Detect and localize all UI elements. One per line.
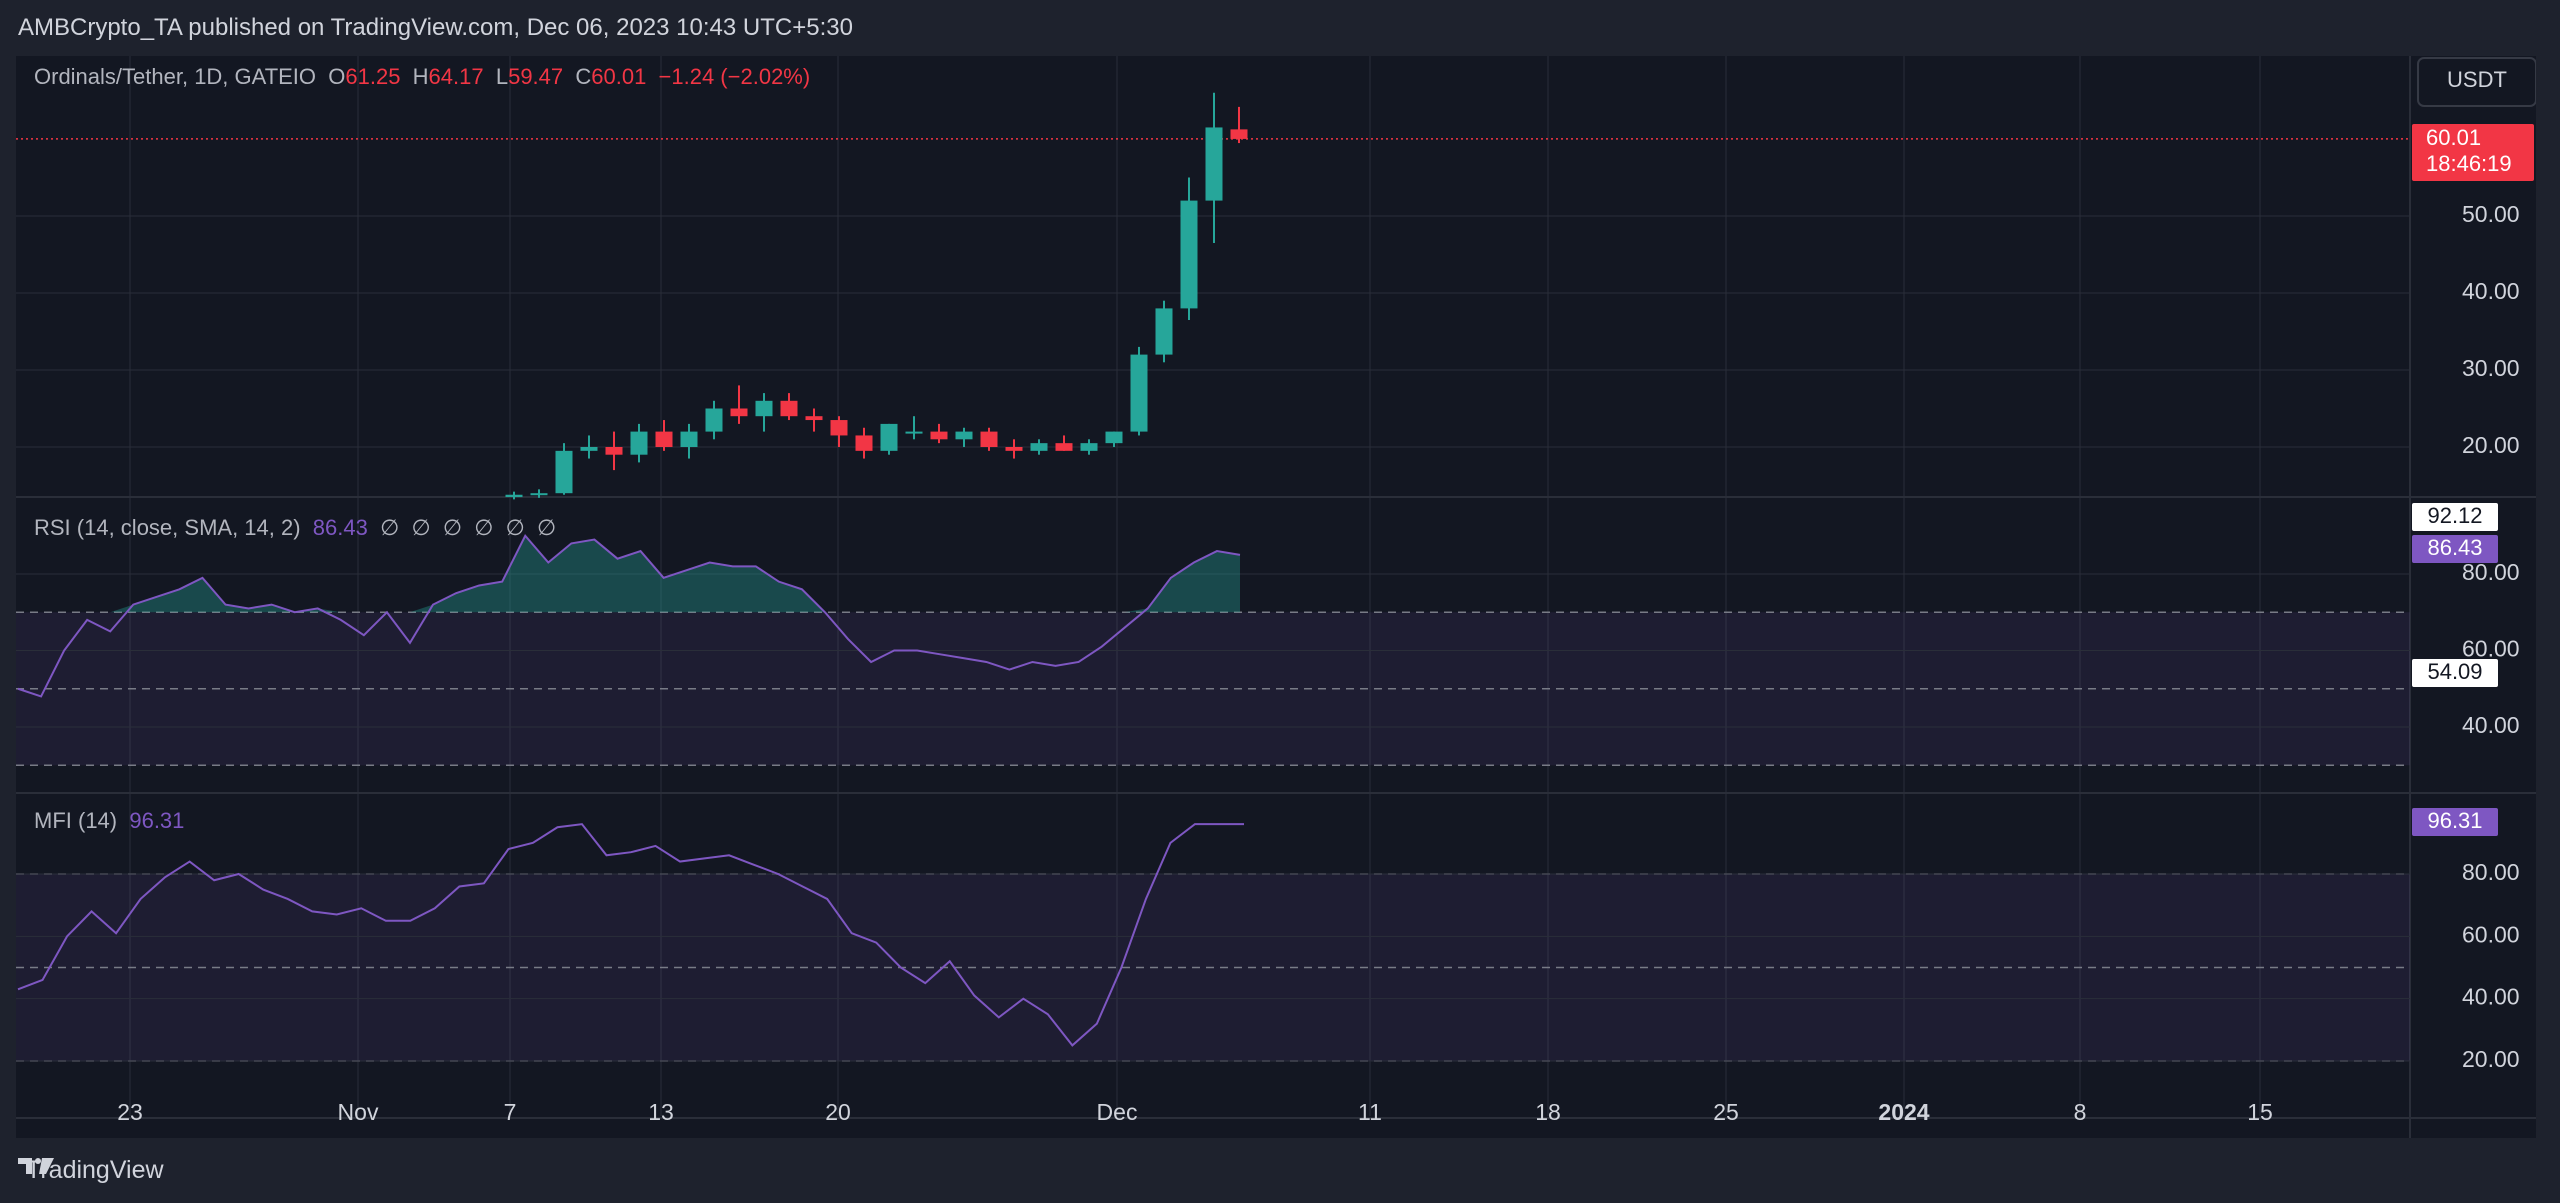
candle-body <box>980 431 998 447</box>
rsi-overbought-fill <box>18 535 1240 613</box>
x-tick-label: 2024 <box>1878 1099 1929 1125</box>
countdown-label: 18:46:19 <box>2426 151 2512 176</box>
rsi-line <box>17 533 1241 698</box>
legend-change: −1.24 (−2.02%) <box>659 64 811 89</box>
chart-svg[interactable]: 23 Nov 7 13 20 Dec 11 18 25 2024 8 15 50.00 40.00 30.0… <box>16 56 2536 1138</box>
candle-body <box>755 400 773 417</box>
rsi-y-tick-label: 40.00 <box>2462 712 2520 738</box>
rsi-legend-placeholders: ∅ ∅ ∅ ∅ ∅ ∅ <box>380 515 556 540</box>
candle-body <box>1055 443 1073 451</box>
rsi-legend-value: 86.43 <box>313 515 380 540</box>
candle-body <box>680 431 698 447</box>
rsi-y-tick-label: 80.00 <box>2462 559 2520 585</box>
candle-body <box>1080 443 1098 451</box>
candle-body <box>1105 431 1123 444</box>
candle-body <box>830 420 848 436</box>
candle-body <box>805 416 823 421</box>
legend-close-label: C <box>575 64 591 89</box>
x-tick-label: 23 <box>117 1099 143 1125</box>
candle-body <box>905 431 923 434</box>
candle-body <box>630 431 648 455</box>
mfi-y-tick-label: 20.00 <box>2462 1046 2520 1072</box>
mfi-legend-value: 96.31 <box>129 808 184 833</box>
candle-body <box>780 400 798 417</box>
rsi-lower-label-bg <box>2412 659 2498 687</box>
x-tick-label: 18 <box>1535 1099 1561 1125</box>
legend-close-value: 60.01 <box>591 64 658 89</box>
rsi-upper-label-bg <box>2412 503 2498 531</box>
price-legend: Ordinals/Tether, 1D, GATEIO O61.25 H64.1… <box>34 64 810 89</box>
candle-body <box>1030 443 1048 451</box>
price-y-tick-label: 20.00 <box>2462 432 2520 458</box>
candle-body <box>505 494 523 498</box>
price-y-tick-label: 50.00 <box>2462 201 2520 227</box>
candle-body <box>880 423 898 451</box>
x-tick-label: 20 <box>825 1099 851 1125</box>
legend-open-value: 61.25 <box>345 64 412 89</box>
candle-body <box>930 431 948 440</box>
candle-body <box>1130 354 1148 432</box>
publisher-line: AMBCrypto_TA published on TradingView.co… <box>18 14 853 41</box>
price-y-tick-label: 30.00 <box>2462 355 2520 381</box>
candle-body <box>1205 127 1223 201</box>
rsi-y-tick-label: 60.00 <box>2462 636 2520 662</box>
last-price-badge <box>2412 124 2534 181</box>
candle-body <box>730 408 748 417</box>
x-tick-label: 11 <box>1358 1099 1382 1125</box>
mfi-y-tick-label: 60.00 <box>2462 921 2520 947</box>
x-tick-label: 25 <box>1713 1099 1739 1125</box>
rsi-legend: RSI (14, close, SMA, 14, 2) 86.43 ∅ ∅ ∅ … <box>34 515 556 540</box>
x-tick-label: Dec <box>1097 1099 1138 1125</box>
footer: TradingView <box>18 1156 164 1185</box>
legend-low-value: 59.47 <box>508 64 575 89</box>
last-price-label: 60.01 <box>2426 125 2481 150</box>
candle-body <box>655 431 673 447</box>
mfi-y-tick-label: 80.00 <box>2462 859 2520 885</box>
mfi-value-label: 96.31 <box>2427 808 2482 833</box>
legend-open-label: O <box>328 64 345 89</box>
currency-button-label[interactable]: USDT <box>2447 67 2507 92</box>
candle-body <box>1230 129 1248 139</box>
x-tick-label: 7 <box>504 1099 517 1125</box>
x-tick-label: 8 <box>2074 1099 2087 1125</box>
candle-body <box>555 450 573 494</box>
rsi-lower-label: 54.09 <box>2427 659 2482 684</box>
rsi-value-label-bg <box>2412 535 2498 563</box>
chart-frame: 23 Nov 7 13 20 Dec 11 18 25 2024 8 15 50.00 40.00 30.0… <box>16 56 2536 1138</box>
price-y-tick-label: 40.00 <box>2462 278 2520 304</box>
x-tick-label: 13 <box>648 1099 674 1125</box>
legend-high-value: 64.17 <box>429 64 496 89</box>
currency-button <box>2417 57 2536 107</box>
x-tick-label: Nov <box>338 1099 379 1125</box>
candle-body <box>705 408 723 432</box>
candle-body <box>855 435 873 451</box>
rsi-value-label: 86.43 <box>2427 535 2482 560</box>
candle-body <box>1005 447 1023 451</box>
mfi-y-tick-label: 40.00 <box>2462 984 2520 1010</box>
candle-body <box>605 447 623 455</box>
legend-high-label: H <box>413 64 429 89</box>
rsi-upper-label: 92.12 <box>2427 503 2482 528</box>
candle-body <box>530 493 548 496</box>
candle-body <box>1180 200 1198 309</box>
x-tick-label: 15 <box>2247 1099 2273 1125</box>
mfi-value-label-bg <box>2412 808 2498 836</box>
candle-body <box>580 447 598 451</box>
candle-body <box>1155 308 1173 355</box>
mfi-legend-name: MFI (14) <box>34 808 129 833</box>
candle-body <box>955 431 973 440</box>
mfi-line <box>17 823 1244 1047</box>
rsi-legend-name: RSI (14, close, SMA, 14, 2) <box>34 515 313 540</box>
mfi-legend: MFI (14) 96.31 <box>34 808 184 833</box>
legend-low-label: L <box>496 64 508 89</box>
legend-symbol: Ordinals/Tether, 1D, GATEIO <box>34 64 328 89</box>
